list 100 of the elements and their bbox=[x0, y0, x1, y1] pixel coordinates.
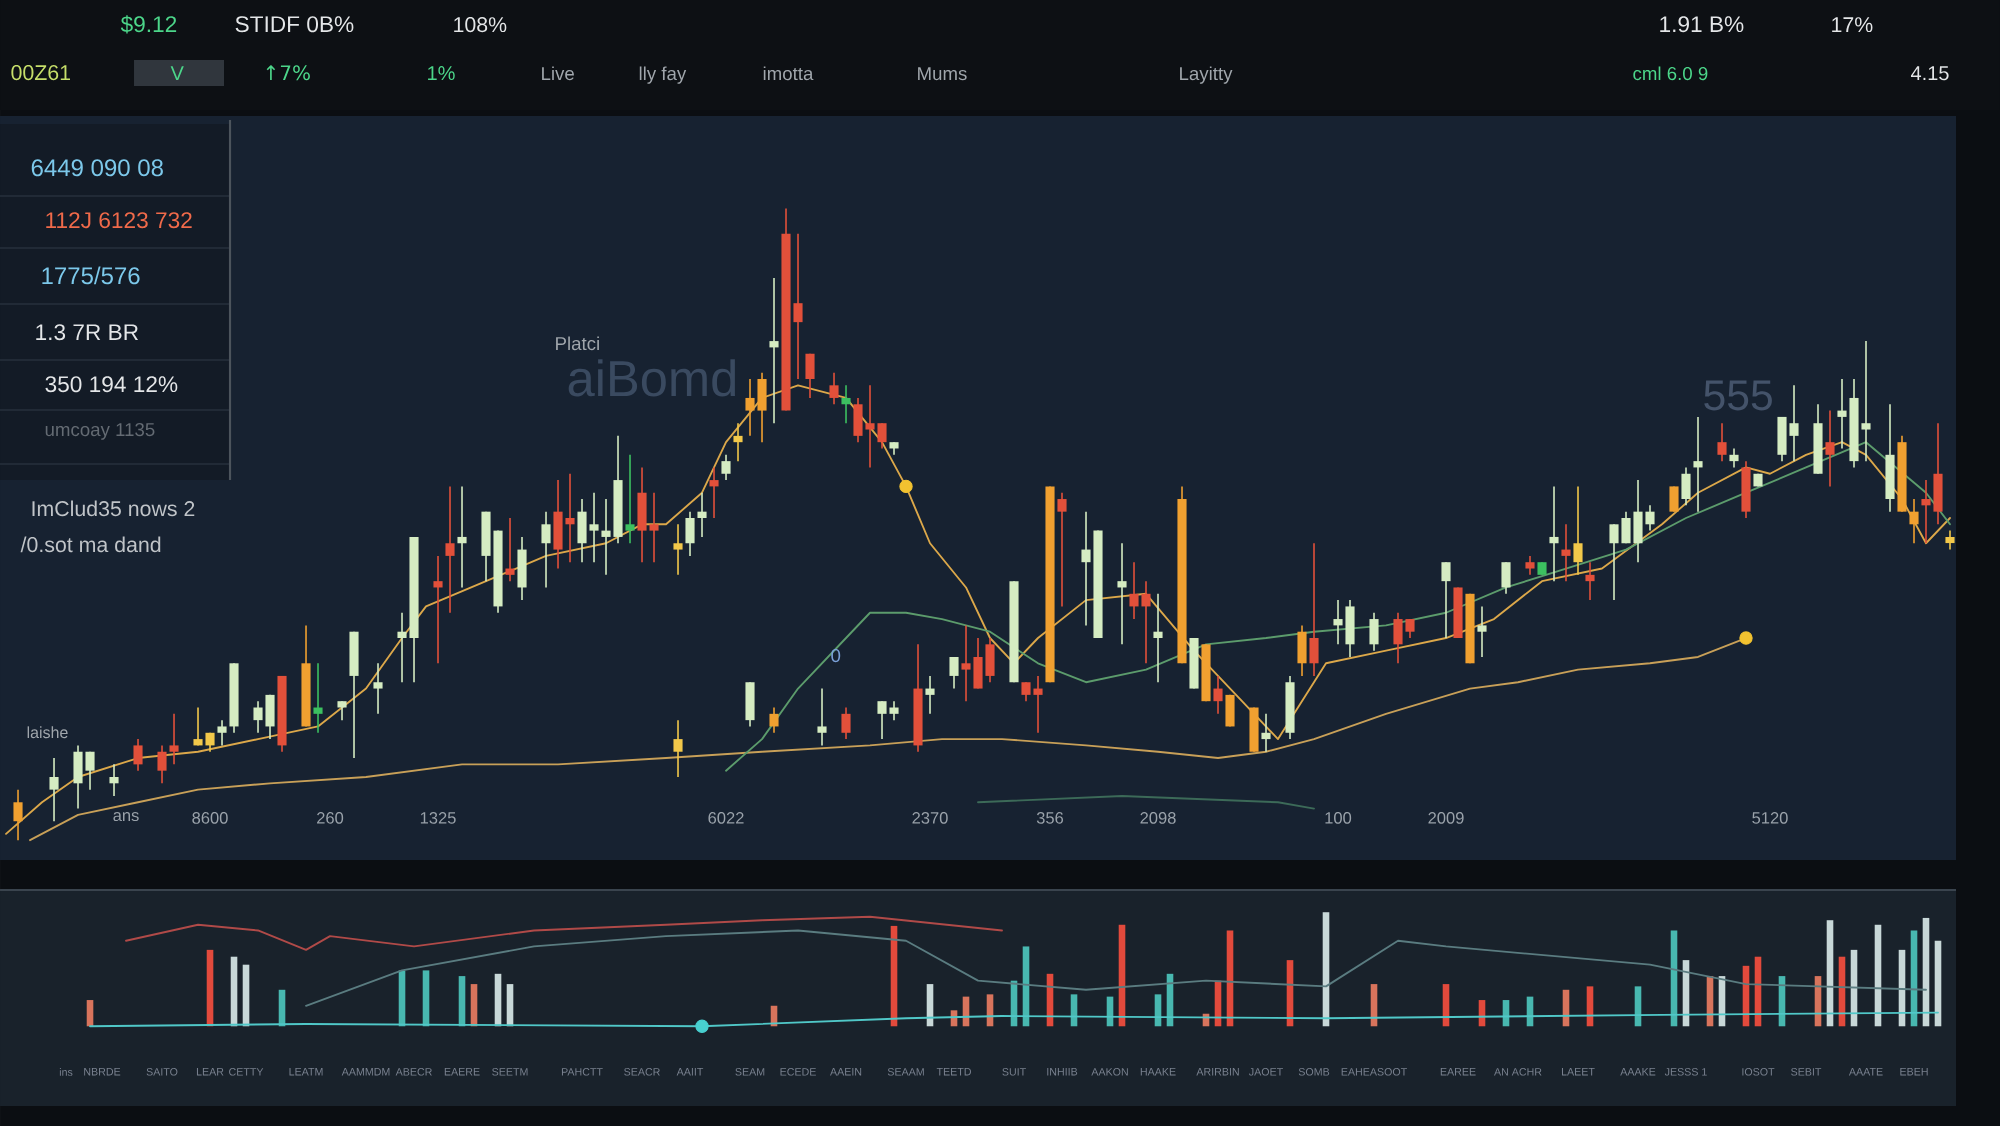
candlestick bbox=[49, 757, 59, 823]
annotation: 112J 6123 732 bbox=[46, 212, 192, 229]
text: Mums bbox=[918, 67, 967, 81]
candlestick bbox=[337, 700, 347, 721]
x-tick-label: 5120 bbox=[1752, 812, 1788, 824]
candlestick bbox=[1741, 460, 1751, 519]
candlestick bbox=[1561, 523, 1571, 582]
candlestick bbox=[109, 763, 119, 797]
text: imotta bbox=[763, 66, 814, 81]
x-tick-label: ans bbox=[113, 812, 139, 822]
text: V bbox=[170, 66, 184, 80]
candlestick bbox=[841, 384, 851, 425]
annotation: laishe bbox=[27, 726, 68, 739]
candlestick bbox=[541, 510, 551, 589]
candlestick bbox=[673, 523, 683, 576]
candlestick bbox=[1153, 592, 1163, 684]
x-tick-label: 260 bbox=[317, 812, 344, 824]
candlestick bbox=[1549, 485, 1559, 582]
candlestick bbox=[949, 656, 959, 690]
text: STIDF 0B% bbox=[235, 16, 354, 33]
candlestick bbox=[1909, 498, 1919, 545]
text: Layitty bbox=[1180, 66, 1233, 84]
candlestick bbox=[721, 454, 731, 481]
text: lly fay bbox=[639, 66, 687, 84]
candlestick bbox=[1309, 542, 1319, 677]
candlestick bbox=[817, 687, 827, 747]
annotation: /0.sot ma dand bbox=[20, 536, 161, 553]
x-tick-label: 2370 bbox=[912, 812, 948, 824]
candlestick bbox=[1057, 491, 1067, 608]
candlestick bbox=[1525, 555, 1535, 576]
candlestick bbox=[1717, 422, 1727, 462]
annotation: umcoay 1135 bbox=[45, 422, 155, 440]
candlestick bbox=[1477, 605, 1487, 658]
annotation: 350 194 12% bbox=[45, 376, 178, 393]
annotation: 1.3 7R BR bbox=[36, 324, 139, 341]
candlestick bbox=[133, 738, 143, 772]
candlestick bbox=[169, 713, 179, 766]
x-tick-label: 2009 bbox=[1428, 812, 1464, 824]
candlestick bbox=[1213, 675, 1223, 715]
candlestick bbox=[349, 630, 359, 759]
text: 17% bbox=[1832, 17, 1873, 33]
annotation: ImClud35 nows 2 bbox=[32, 500, 195, 517]
text: 1% bbox=[428, 66, 455, 81]
text: 108% bbox=[454, 17, 507, 33]
candlestick bbox=[769, 277, 779, 425]
candlestick bbox=[733, 422, 743, 462]
candlestick bbox=[745, 681, 755, 728]
candlestick bbox=[313, 662, 323, 734]
candlestick bbox=[1885, 403, 1895, 513]
annotation: 1775/576 bbox=[42, 266, 140, 285]
x-tick-label: 6022 bbox=[708, 812, 744, 824]
candlestick bbox=[925, 675, 935, 715]
candlestick bbox=[457, 485, 467, 589]
candlestick bbox=[1249, 706, 1259, 753]
candlestick bbox=[769, 706, 779, 734]
x-tick-label: 100 bbox=[1325, 812, 1352, 824]
annotation: 0 bbox=[831, 648, 841, 663]
candlestick bbox=[685, 510, 695, 557]
candlestick bbox=[673, 719, 683, 778]
text: 1.91 B% bbox=[1660, 16, 1744, 33]
candlestick bbox=[1573, 485, 1583, 576]
x-tick-label: 2098 bbox=[1140, 812, 1176, 824]
candlestick bbox=[13, 788, 23, 841]
candlestick bbox=[1945, 529, 1955, 551]
candlestick bbox=[1261, 713, 1271, 753]
candlestick bbox=[829, 371, 839, 406]
candlestick bbox=[517, 536, 527, 601]
x-tick-label: 356 bbox=[1036, 812, 1064, 824]
candlestick bbox=[445, 485, 455, 614]
text: cml 6.0 9 bbox=[1633, 66, 1708, 81]
candlestick bbox=[1297, 624, 1307, 677]
candlestick bbox=[709, 466, 719, 519]
candlestick bbox=[433, 555, 443, 665]
candlestick bbox=[1369, 611, 1379, 652]
candlestick bbox=[1441, 561, 1451, 639]
candlestick bbox=[1501, 561, 1511, 595]
candlestick bbox=[1669, 485, 1679, 513]
candlestick bbox=[805, 352, 815, 399]
text: 00Z61 bbox=[11, 65, 70, 81]
text: Live bbox=[542, 66, 574, 81]
candlestick bbox=[1693, 416, 1703, 513]
candlestick bbox=[373, 662, 383, 715]
candlestick bbox=[625, 454, 635, 545]
text: $9.12 bbox=[120, 15, 177, 34]
x-tick-label: 8600 bbox=[192, 812, 228, 824]
candlestick bbox=[1117, 542, 1127, 646]
text: 6449 090 08 bbox=[31, 159, 163, 177]
candlestick bbox=[157, 744, 167, 785]
candlestick bbox=[217, 719, 227, 747]
candlestick bbox=[1825, 409, 1835, 488]
candlestick bbox=[1729, 447, 1739, 469]
annotation: Platci bbox=[556, 336, 599, 351]
text: ↑7% bbox=[266, 65, 310, 81]
text: 4.15 bbox=[1911, 66, 1949, 81]
candlestick bbox=[1585, 561, 1595, 601]
annotation: 555 bbox=[1704, 380, 1772, 411]
candlestick bbox=[697, 491, 707, 538]
x-tick-label: 1325 bbox=[420, 812, 456, 824]
candlestick bbox=[1681, 466, 1691, 507]
candlestick bbox=[505, 517, 515, 582]
